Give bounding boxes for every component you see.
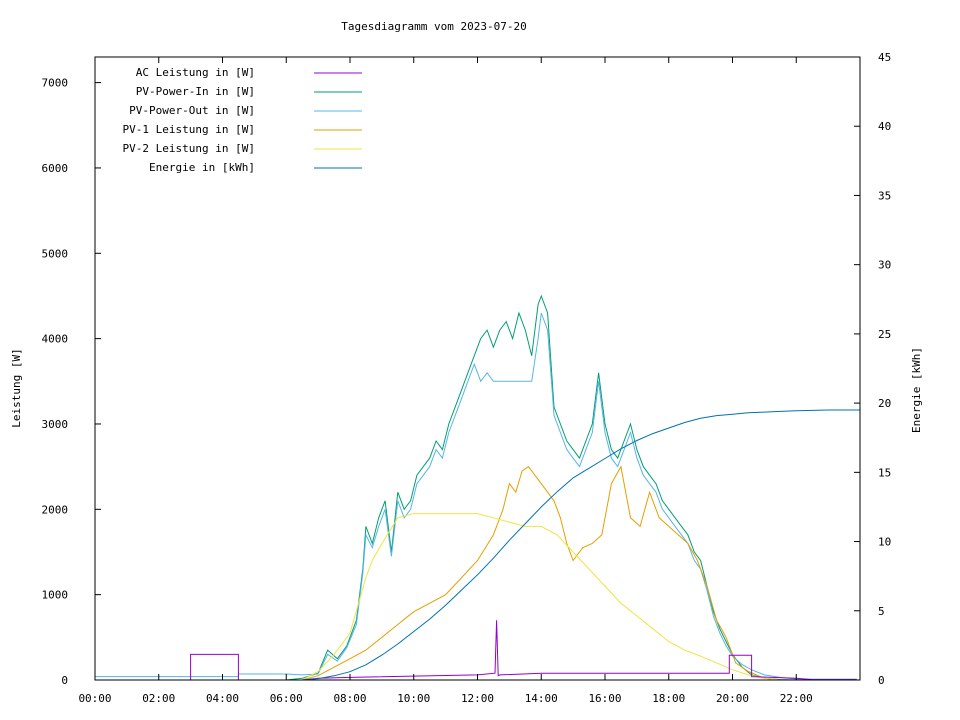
chart-title: Tagesdiagramm vom 2023-07-20 bbox=[341, 20, 526, 33]
axes: 00:00 02:00 04:00 06:00 08:00 10:00 12:00 14:00… bbox=[42, 51, 892, 705]
x-tick-label: 02:00 bbox=[142, 692, 175, 705]
legend-label: Energie in [kWh] bbox=[149, 161, 255, 174]
y-tick-label: 7000 bbox=[42, 77, 69, 90]
y-axis-label-right: Energie [kWh] bbox=[910, 347, 923, 433]
y-tick-label: 6000 bbox=[42, 162, 69, 175]
series-line-2 bbox=[95, 312, 857, 680]
y-tick-label: 4000 bbox=[42, 333, 69, 346]
legend-label: PV-Power-In in [W] bbox=[136, 85, 255, 98]
legend-label: AC Leistung in [W] bbox=[136, 66, 255, 79]
y2-tick-label: 25 bbox=[878, 328, 891, 341]
y2-tick-label: 30 bbox=[878, 259, 891, 272]
x-tick-label: 00:00 bbox=[78, 692, 111, 705]
y-tick-label: 5000 bbox=[42, 247, 69, 260]
y2-tick-label: 40 bbox=[878, 120, 891, 133]
y2-tick-label: 0 bbox=[878, 674, 885, 687]
y2-tick-label: 5 bbox=[878, 605, 885, 618]
x-tick-label: 20:00 bbox=[716, 692, 749, 705]
series-line-4 bbox=[95, 513, 781, 681]
series-line-0 bbox=[95, 620, 857, 681]
series-line-1 bbox=[95, 294, 797, 681]
y2-tick-label: 15 bbox=[878, 466, 891, 479]
series-line-5 bbox=[95, 409, 860, 681]
plot-area bbox=[95, 294, 860, 681]
x-tick-label: 08:00 bbox=[333, 692, 366, 705]
y2-tick-label: 10 bbox=[878, 536, 891, 549]
y2-tick-label: 20 bbox=[878, 397, 891, 410]
y-axis-label-left: Leistung [W] bbox=[10, 348, 23, 427]
y-tick-label: 0 bbox=[61, 674, 68, 687]
y2-tick-label: 45 bbox=[878, 51, 891, 64]
x-tick-label: 10:00 bbox=[397, 692, 430, 705]
y2-tick-label: 35 bbox=[878, 189, 891, 202]
y-tick-label: 3000 bbox=[42, 418, 69, 431]
x-tick-label: 14:00 bbox=[525, 692, 558, 705]
legend: AC Leistung in [W] PV-Power-In in [W] PV-P… bbox=[123, 66, 362, 174]
legend-label: PV-Power-Out in [W] bbox=[129, 104, 255, 117]
x-tick-label: 06:00 bbox=[270, 692, 303, 705]
x-tick-label: 16:00 bbox=[588, 692, 621, 705]
y-tick-label: 2000 bbox=[42, 503, 69, 516]
legend-label: PV-2 Leistung in [W] bbox=[123, 142, 255, 155]
x-tick-label: 18:00 bbox=[652, 692, 685, 705]
x-tick-label: 12:00 bbox=[461, 692, 494, 705]
y-tick-label: 1000 bbox=[42, 589, 69, 602]
series-line-3 bbox=[95, 465, 781, 681]
legend-label: PV-1 Leistung in [W] bbox=[123, 123, 255, 136]
x-tick-label: 22:00 bbox=[780, 692, 813, 705]
x-tick-label: 04:00 bbox=[206, 692, 239, 705]
